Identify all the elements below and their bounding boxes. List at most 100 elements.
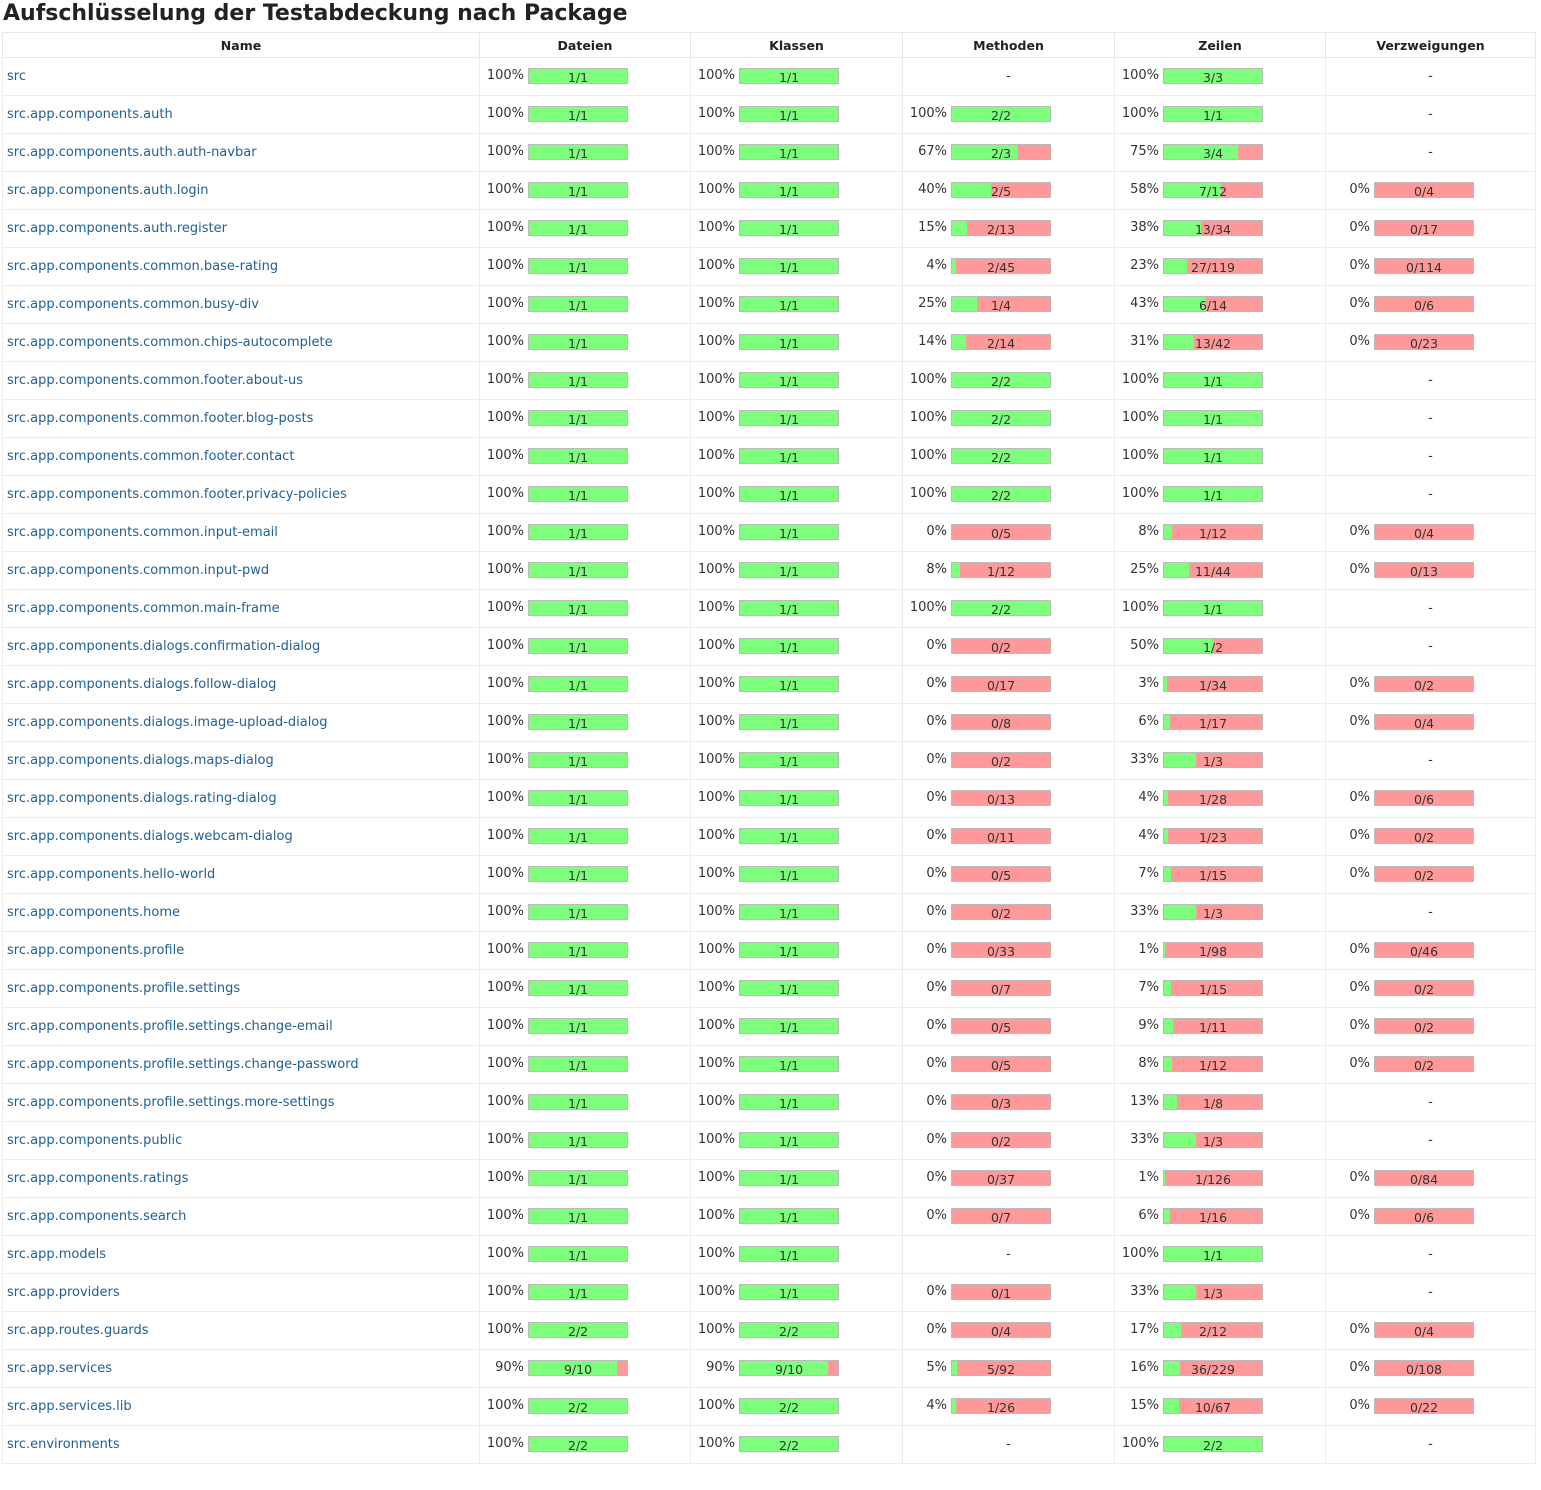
package-link[interactable]: src.app.components.ratings xyxy=(7,1171,189,1186)
files-coverage-cell: 100% 1/1 xyxy=(479,703,691,742)
package-link[interactable]: src.app.components.common.base-rating xyxy=(7,259,279,274)
package-link[interactable]: src.app.routes.guards xyxy=(7,1323,149,1338)
column-header-lines[interactable]: Zeilen xyxy=(1114,32,1326,58)
coverage-percent: 67% xyxy=(918,144,947,159)
package-link[interactable]: src.app.components.dialogs.maps-dialog xyxy=(7,753,274,768)
package-link[interactable]: src.environments xyxy=(7,1437,120,1452)
coverage-ratio: 1/1 xyxy=(567,487,589,502)
package-link[interactable]: src.app.components.common.chips-autocomp… xyxy=(7,335,333,350)
coverage-table: Name Dateien Klassen Methoden Zeilen Ver… xyxy=(2,32,1536,1464)
package-link[interactable]: src.app.components.auth.auth-navbar xyxy=(7,145,257,160)
not-applicable-marker: - xyxy=(1428,1095,1433,1110)
package-link[interactable]: src.app.components.profile.settings xyxy=(7,981,241,996)
column-header-classes[interactable]: Klassen xyxy=(690,32,903,58)
methods-coverage-cell: 0% 0/7 xyxy=(902,969,1115,1008)
package-link[interactable]: src.app.components.common.footer.blog-po… xyxy=(7,411,314,426)
coverage-bar: 1/1 xyxy=(739,865,839,882)
coverage-bar: 1/26 xyxy=(951,1397,1051,1414)
coverage-ratio: 0/1 xyxy=(990,1285,1012,1300)
package-link[interactable]: src.app.components.profile.settings.chan… xyxy=(7,1019,333,1034)
coverage-ratio: 0/5 xyxy=(990,1019,1012,1034)
coverage-bar: 0/17 xyxy=(951,675,1051,692)
coverage-indicator: 100% 2/2 xyxy=(691,1321,902,1338)
coverage-bar-fill xyxy=(952,334,966,349)
coverage-indicator: 0% 0/11 xyxy=(903,827,1114,844)
column-header-methods[interactable]: Methoden xyxy=(902,32,1115,58)
coverage-percent: 100% xyxy=(1121,448,1159,463)
coverage-bar: 1/1 xyxy=(739,903,839,920)
coverage-ratio: 0/17 xyxy=(1409,221,1439,236)
package-link[interactable]: src.app.components.common.main-frame xyxy=(7,601,280,616)
coverage-bar: 1/1 xyxy=(528,637,628,654)
coverage-bar: 0/4 xyxy=(1374,523,1474,540)
coverage-ratio: 0/2 xyxy=(1413,1057,1435,1072)
package-name-cell: src.app.components.public xyxy=(2,1121,480,1160)
package-name-cell: src.app.components.common.main-frame xyxy=(2,589,480,628)
classes-coverage-cell: 100% 1/1 xyxy=(690,779,903,818)
files-coverage-cell: 100% 2/2 xyxy=(479,1387,691,1426)
coverage-percent: 100% xyxy=(697,752,735,767)
coverage-bar: 1/1 xyxy=(528,1055,628,1072)
branches-coverage-cell: - xyxy=(1325,399,1536,438)
coverage-indicator: 100% 1/1 xyxy=(691,827,902,844)
package-link[interactable]: src.app.components.common.footer.privacy… xyxy=(7,487,347,502)
column-header-files[interactable]: Dateien xyxy=(479,32,691,58)
coverage-bar: 11/44 xyxy=(1163,561,1263,578)
package-link[interactable]: src.app.components.auth.login xyxy=(7,183,209,198)
column-header-branches[interactable]: Verzweigungen xyxy=(1325,32,1536,58)
package-link[interactable]: src.app.components.common.footer.contact xyxy=(7,449,295,464)
coverage-ratio: 0/13 xyxy=(1409,563,1439,578)
package-link[interactable]: src.app.components.public xyxy=(7,1133,183,1148)
package-link[interactable]: src xyxy=(7,69,26,84)
coverage-ratio: 1/3 xyxy=(1202,1133,1224,1148)
package-link[interactable]: src.app.components.dialogs.webcam-dialog xyxy=(7,829,293,844)
package-link[interactable]: src.app.services.lib xyxy=(7,1399,132,1414)
coverage-bar-fill xyxy=(1164,1398,1179,1413)
package-name-cell: src.app.components.common.input-email xyxy=(2,513,480,552)
package-link[interactable]: src.app.components.home xyxy=(7,905,181,920)
coverage-ratio: 1/1 xyxy=(778,411,800,426)
package-link[interactable]: src.app.services xyxy=(7,1361,113,1376)
methods-coverage-cell: 0% 0/33 xyxy=(902,931,1115,970)
coverage-percent: 100% xyxy=(1121,106,1159,121)
coverage-ratio: 1/1 xyxy=(567,1209,589,1224)
column-header-name[interactable]: Name xyxy=(2,32,480,58)
package-link[interactable]: src.app.components.common.busy-div xyxy=(7,297,259,312)
coverage-ratio: 1/1 xyxy=(567,601,589,616)
coverage-percent: 9% xyxy=(1138,1018,1159,1033)
package-link[interactable]: src.app.components.search xyxy=(7,1209,187,1224)
table-row: src.app.providers 100% 1/1 100% 1/1 0% 0/1 33% 1… xyxy=(2,1273,1536,1312)
package-link[interactable]: src.app.components.common.footer.about-u… xyxy=(7,373,303,388)
branches-coverage-cell: 0% 0/2 xyxy=(1325,665,1536,704)
package-link[interactable]: src.app.components.dialogs.follow-dialog xyxy=(7,677,277,692)
coverage-percent: 100% xyxy=(697,258,735,273)
coverage-bar: 2/45 xyxy=(951,257,1051,274)
coverage-indicator: 100% 1/1 xyxy=(480,1245,690,1262)
package-link[interactable]: src.app.models xyxy=(7,1247,106,1262)
coverage-indicator: 23% 27/119 xyxy=(1115,257,1325,274)
coverage-ratio: 1/1 xyxy=(1202,449,1224,464)
coverage-bar-fill xyxy=(529,144,627,159)
package-link[interactable]: src.app.components.common.input-email xyxy=(7,525,278,540)
coverage-bar: 1/1 xyxy=(739,789,839,806)
package-link[interactable]: src.app.providers xyxy=(7,1285,120,1300)
coverage-indicator: 13% 1/8 xyxy=(1115,1093,1325,1110)
package-link[interactable]: src.app.components.auth.register xyxy=(7,221,227,236)
coverage-percent: 100% xyxy=(697,372,735,387)
package-link[interactable]: src.app.components.profile xyxy=(7,943,185,958)
package-name-cell: src.app.components.dialogs.image-upload-… xyxy=(2,703,480,742)
coverage-bar: 1/1 xyxy=(528,219,628,236)
coverage-bar: 2/14 xyxy=(951,333,1051,350)
coverage-ratio: 1/1 xyxy=(567,867,589,882)
coverage-percent: 100% xyxy=(697,562,735,577)
coverage-bar-fill xyxy=(740,68,838,83)
package-link[interactable]: src.app.components.auth xyxy=(7,107,173,122)
package-link[interactable]: src.app.components.common.input-pwd xyxy=(7,563,270,578)
package-link[interactable]: src.app.components.profile.settings.more… xyxy=(7,1095,335,1110)
package-link[interactable]: src.app.components.dialogs.rating-dialog xyxy=(7,791,277,806)
package-link[interactable]: src.app.components.hello-world xyxy=(7,867,216,882)
branches-coverage-cell: 0% 0/17 xyxy=(1325,209,1536,248)
package-link[interactable]: src.app.components.dialogs.image-upload-… xyxy=(7,715,328,730)
package-link[interactable]: src.app.components.dialogs.confirmation-… xyxy=(7,639,321,654)
package-link[interactable]: src.app.components.profile.settings.chan… xyxy=(7,1057,359,1072)
